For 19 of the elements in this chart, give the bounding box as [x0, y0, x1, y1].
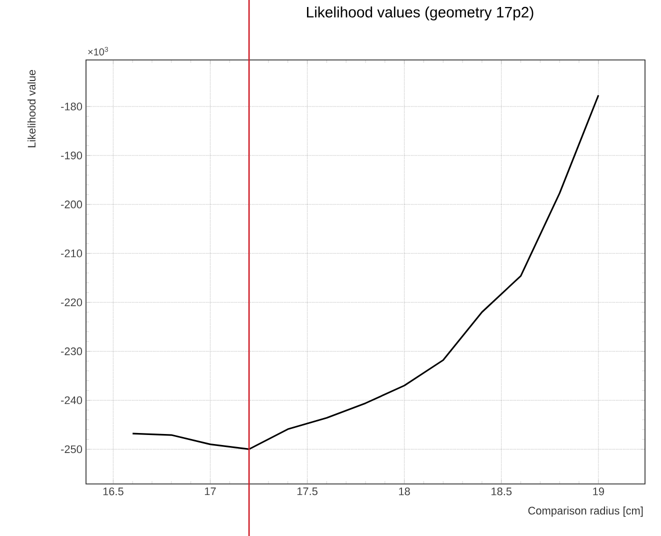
y-tick-label: -240	[61, 396, 82, 404]
chart-title: Likelihood values (geometry 17p2)	[307, 6, 534, 20]
x-tick-label: 16.5	[103, 488, 124, 496]
y-tick-label: -230	[61, 347, 82, 356]
y-tick-label: -190	[61, 152, 82, 160]
x-tick-label: 17.5	[297, 488, 318, 496]
x-tick-label: 19	[593, 488, 604, 496]
x-tick-label: 17	[204, 488, 216, 496]
y-tick-label: -200	[61, 200, 82, 208]
y-tick-label: -250	[61, 445, 82, 454]
line-series	[132, 94, 600, 450]
x-tick-label: 18	[399, 488, 410, 496]
x-tick-label: 18.5	[492, 488, 512, 496]
y-tick-label: -220	[61, 298, 82, 306]
y-axis-title: Likelihood value	[28, 70, 36, 148]
text: ×10$^{3}$	[88, 46, 108, 56]
y-tick-label: -180	[61, 102, 82, 110]
y-tick-label: -210	[61, 250, 82, 258]
x-axis-title: Comparison radius [cm]	[528, 506, 643, 517]
